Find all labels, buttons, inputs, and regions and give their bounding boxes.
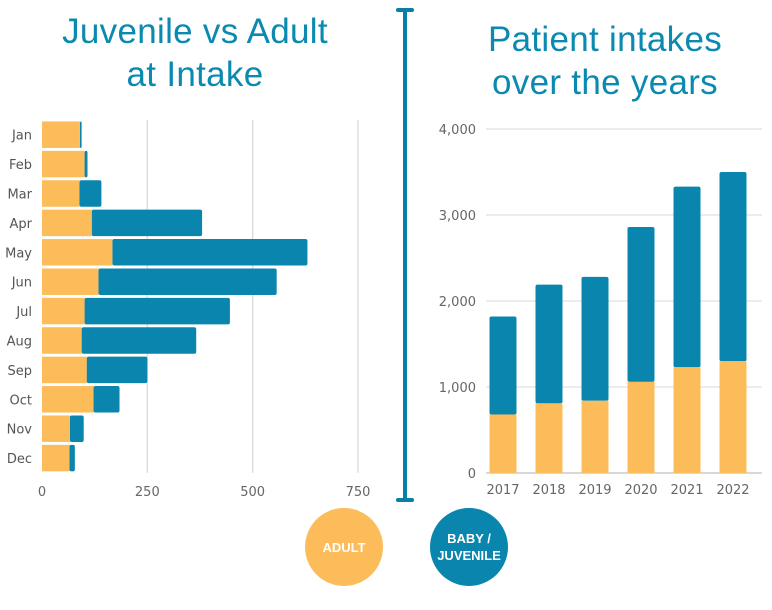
- right-title-line1: Patient intakes: [487, 20, 723, 59]
- yearly-intake-chart: 0 1,000 2,000 3,000 4,000 2017 2018 2019 2020 202…: [439, 123, 762, 498]
- y-tick-label: 4,000: [439, 123, 476, 138]
- bar-juvenile: [79, 121, 82, 148]
- bar-adult: [42, 444, 70, 472]
- x-tick-label: 2019: [578, 483, 611, 498]
- x-tick-label: 2022: [716, 483, 749, 498]
- bar-juvenile: [69, 415, 84, 442]
- bar-adult: [627, 381, 655, 473]
- bar-juvenile: [91, 209, 203, 237]
- y-tick-label: Jul: [15, 305, 32, 320]
- y-tick-label: Nov: [7, 423, 33, 438]
- x-tick-label: 2020: [624, 483, 657, 498]
- bar-juvenile: [535, 284, 563, 404]
- y-tick-label: 3,000: [439, 209, 476, 224]
- y-tick-label: Feb: [9, 158, 32, 173]
- bar-juvenile: [84, 297, 230, 325]
- bar-adult: [535, 403, 563, 473]
- bar-adult: [42, 327, 82, 354]
- bar-juvenile: [93, 386, 120, 413]
- center-divider: [403, 8, 407, 502]
- x-tick-label: 2021: [670, 483, 703, 498]
- y-tick-label: Oct: [10, 393, 32, 408]
- bar-adult: [489, 414, 517, 473]
- bar-adult: [581, 400, 609, 473]
- legend-juvenile-line2: JUVENILE: [437, 548, 501, 563]
- y-tick-label: Mar: [7, 188, 32, 203]
- bar-adult: [42, 415, 70, 442]
- legend-adult: ADULT: [305, 508, 383, 586]
- legend-juvenile-label: BABY / JUVENILE: [437, 530, 501, 564]
- x-tick-label: 500: [240, 485, 265, 500]
- bar-juvenile: [84, 150, 88, 178]
- divider-cap-bottom: [396, 498, 414, 502]
- bar-adult: [42, 180, 80, 207]
- x-tick-label: 750: [346, 485, 371, 500]
- y-tick-label: Sep: [7, 364, 32, 379]
- x-tick-label: 2017: [486, 483, 519, 498]
- monthly-intake-chart: 0 250 500 750 Jan Feb Mar Apr May Jun Jul Aug Sep Oct…: [5, 120, 371, 500]
- y-tick-label: Jun: [11, 276, 32, 291]
- legend-adult-label: ADULT: [322, 539, 366, 555]
- bar-adult: [42, 121, 80, 148]
- y-tick-label: May: [5, 246, 32, 261]
- bar-adult: [42, 356, 87, 384]
- bar-adult: [719, 361, 747, 473]
- bar-juvenile: [79, 180, 102, 207]
- bar-juvenile: [673, 186, 701, 368]
- left-title-line1: Juvenile vs Adult: [62, 12, 328, 51]
- y-tick-label: Apr: [10, 217, 33, 232]
- x-tick-label: 250: [135, 485, 160, 500]
- legend-juvenile: BABY / JUVENILE: [430, 508, 508, 586]
- left-chart-title: Juvenile vs Adult at Intake: [20, 10, 370, 96]
- legend-juvenile-line1: BABY /: [447, 531, 491, 546]
- y-tick-label: Jan: [11, 129, 32, 144]
- bar-juvenile: [112, 239, 308, 266]
- y-tick-label: Aug: [7, 335, 32, 350]
- bar-adult: [42, 150, 85, 178]
- bar-juvenile: [489, 316, 517, 415]
- bar-juvenile: [69, 444, 75, 472]
- bar-juvenile: [627, 227, 655, 382]
- y-tick-label: 1,000: [439, 381, 476, 396]
- right-chart-title: Patient intakes over the years: [445, 18, 765, 104]
- bar-juvenile: [581, 276, 609, 401]
- bar-adult: [673, 367, 701, 473]
- y-tick-label: 2,000: [439, 295, 476, 310]
- bar-adult: [42, 268, 99, 295]
- bar-adult: [42, 297, 85, 325]
- x-tick-label: 2018: [532, 483, 565, 498]
- bar-juvenile: [86, 356, 148, 384]
- bar-adult: [42, 386, 94, 413]
- x-tick-label: 0: [38, 485, 46, 500]
- bar-adult: [42, 239, 113, 266]
- bar-adult: [42, 209, 92, 237]
- y-tick-label: 0: [468, 467, 476, 482]
- bar-juvenile: [98, 268, 277, 295]
- left-title-line2: at Intake: [126, 55, 264, 94]
- bar-juvenile: [81, 327, 197, 354]
- right-title-line2: over the years: [492, 63, 718, 102]
- y-tick-label: Dec: [7, 452, 32, 467]
- bar-juvenile: [719, 172, 747, 362]
